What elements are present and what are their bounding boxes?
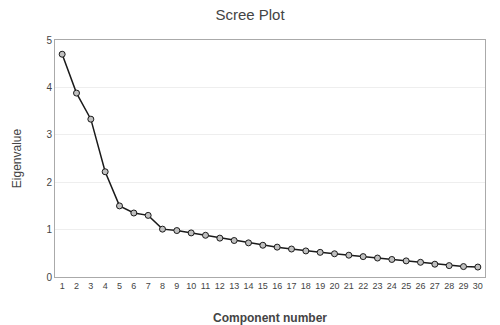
svg-text:27: 27 (430, 281, 440, 291)
svg-text:10: 10 (186, 281, 196, 291)
svg-text:21: 21 (344, 281, 354, 291)
svg-text:17: 17 (286, 281, 296, 291)
svg-text:8: 8 (160, 281, 165, 291)
svg-text:30: 30 (473, 281, 483, 291)
svg-text:Eigenvalue: Eigenvalue (10, 128, 24, 188)
svg-text:4: 4 (46, 82, 52, 93)
svg-text:7: 7 (146, 281, 151, 291)
svg-text:28: 28 (444, 281, 454, 291)
svg-text:13: 13 (229, 281, 239, 291)
svg-text:6: 6 (131, 281, 136, 291)
svg-text:22: 22 (358, 281, 368, 291)
svg-text:23: 23 (372, 281, 382, 291)
svg-text:20: 20 (329, 281, 339, 291)
svg-text:16: 16 (272, 281, 282, 291)
svg-text:12: 12 (215, 281, 225, 291)
svg-text:9: 9 (174, 281, 179, 291)
svg-text:25: 25 (401, 281, 411, 291)
svg-text:0: 0 (46, 272, 52, 283)
svg-text:15: 15 (258, 281, 268, 291)
svg-text:14: 14 (243, 281, 253, 291)
svg-text:24: 24 (387, 281, 397, 291)
svg-text:5: 5 (46, 35, 52, 46)
svg-text:1: 1 (46, 224, 52, 235)
svg-text:2: 2 (74, 281, 79, 291)
svg-text:29: 29 (458, 281, 468, 291)
svg-text:3: 3 (46, 129, 52, 140)
svg-text:1: 1 (60, 281, 65, 291)
svg-text:Scree Plot: Scree Plot (215, 6, 285, 23)
svg-text:Component number: Component number (213, 311, 327, 325)
svg-text:26: 26 (415, 281, 425, 291)
svg-text:19: 19 (315, 281, 325, 291)
svg-text:4: 4 (103, 281, 108, 291)
svg-text:18: 18 (301, 281, 311, 291)
svg-text:3: 3 (88, 281, 93, 291)
svg-text:2: 2 (46, 177, 52, 188)
svg-text:11: 11 (201, 281, 210, 291)
svg-text:5: 5 (117, 281, 122, 291)
